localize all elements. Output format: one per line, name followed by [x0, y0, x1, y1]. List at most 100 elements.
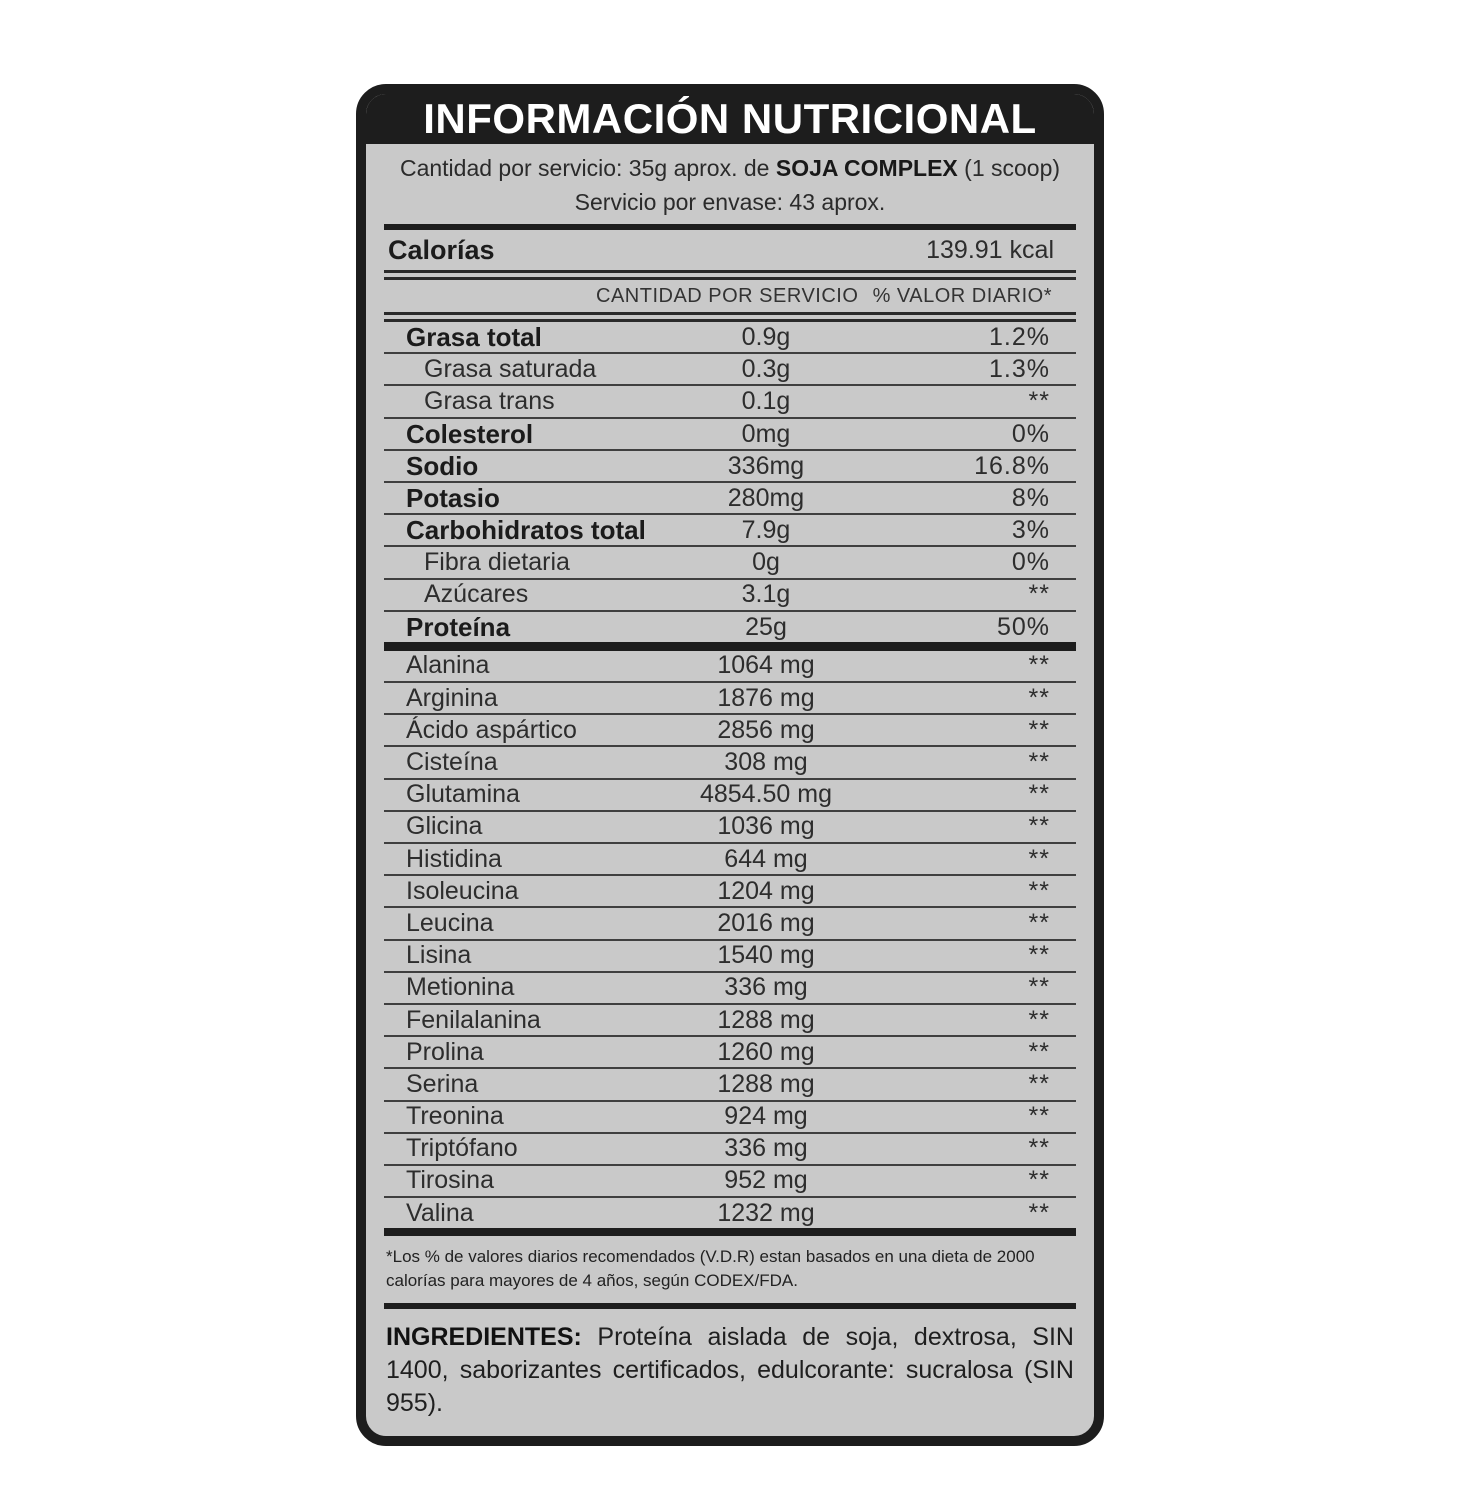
ingredients-text: Proteína aislada de soja, dextrosa, SIN … — [386, 1323, 1074, 1418]
amino-acid-row: Isoleucina 1204 mg ** — [384, 874, 1076, 906]
row-name: Tirosina — [406, 1166, 494, 1195]
amino-acid-row: Arginina 1876 mg ** — [384, 681, 1076, 713]
serving-size-line: Cantidad por servicio: 35g aprox. de SOJ… — [366, 151, 1094, 185]
row-amount: 4854.50 mg — [699, 780, 833, 809]
row-amount: 0g — [752, 547, 780, 576]
row-name: Grasa trans — [424, 386, 555, 415]
ingredients-paragraph: INGREDIENTES: Proteína aislada de soja, … — [384, 1309, 1076, 1436]
nutrient-row: Colesterol 0mg 0% — [384, 416, 1076, 449]
row-amount: 952 mg — [724, 1166, 808, 1195]
row-amount: 3.1g — [741, 580, 791, 609]
product-name: SOJA COMPLEX — [775, 155, 958, 181]
row-name: Isoleucina — [406, 876, 519, 905]
row-name: Potasio — [406, 482, 500, 513]
nutrients-table: Grasa total 0.9g 1.2% Grasa saturada 0.3… — [384, 322, 1076, 642]
row-daily-value: ** — [1028, 973, 1050, 1002]
amino-acid-row: Lisina 1540 mg ** — [384, 938, 1076, 971]
amino-acid-row: Fenilalanina 1288 mg ** — [384, 1002, 1076, 1035]
amino-acid-row: Alanina 1064 mg ** — [384, 651, 1076, 681]
divider-thick — [384, 224, 1076, 230]
row-daily-value: 0% — [1011, 419, 1050, 448]
row-amount: 924 mg — [724, 1102, 808, 1131]
row-daily-value: 1.3% — [989, 354, 1050, 383]
row-name: Triptófano — [406, 1134, 518, 1163]
row-daily-value: ** — [1028, 580, 1050, 609]
row-amount: 308 mg — [724, 748, 808, 777]
row-daily-value: ** — [1028, 941, 1050, 970]
row-daily-value: ** — [1028, 1166, 1050, 1195]
row-daily-value: ** — [1028, 651, 1050, 680]
serving-info: Cantidad por servicio: 35g aprox. de SOJ… — [366, 144, 1094, 224]
nutrient-row: Azúcares 3.1g ** — [384, 577, 1076, 610]
calories-value: 139.91 kcal — [926, 235, 1054, 264]
amino-acid-row: Glutamina 4854.50 mg ** — [384, 777, 1076, 810]
row-daily-value: ** — [1028, 1005, 1050, 1034]
label-header-band: INFORMACIÓN NUTRICIONAL — [366, 94, 1094, 144]
row-name: Fenilalanina — [406, 1005, 541, 1034]
divider-thick — [384, 1228, 1076, 1237]
row-daily-value: ** — [1028, 1102, 1050, 1131]
column-header-daily-value: % VALOR DIARIO* — [872, 284, 1052, 307]
divider-thick — [384, 1303, 1076, 1310]
daily-value-footnote: *Los % de valores diarios recomendados (… — [386, 1247, 1035, 1291]
column-header-amount: CANTIDAD POR SERVICIO — [596, 284, 859, 307]
row-daily-value: 8% — [1011, 483, 1050, 512]
nutrient-row: Sodio 336mg 16.8% — [384, 448, 1076, 481]
serving-size-prefix: Cantidad por servicio: 35g aprox. de — [399, 155, 776, 181]
row-amount: 1876 mg — [717, 683, 815, 712]
amino-acid-row: Histidina 644 mg ** — [384, 842, 1076, 874]
row-amount: 644 mg — [724, 844, 808, 873]
row-amount: 0.3g — [741, 354, 791, 383]
row-name: Glutamina — [406, 780, 520, 809]
row-name: Treonina — [406, 1102, 504, 1131]
row-daily-value: ** — [1028, 876, 1050, 905]
amino-acid-row: Cisteína 308 mg ** — [384, 745, 1076, 777]
row-name: Carbohidratos total — [406, 515, 646, 546]
row-amount: 2016 mg — [717, 908, 815, 937]
row-daily-value: ** — [1028, 1134, 1050, 1163]
row-name: Lisina — [406, 941, 472, 970]
row-name: Grasa total — [406, 322, 542, 352]
row-name: Cisteína — [406, 748, 498, 777]
nutrient-row: Fibra dietaria 0g 0% — [384, 545, 1076, 577]
row-name: Valina — [406, 1198, 474, 1227]
ingredients-title: INGREDIENTES: — [386, 1323, 582, 1352]
amino-acid-row: Glicina 1036 mg ** — [384, 809, 1076, 842]
nutrient-row: Grasa saturada 0.3g 1.3% — [384, 352, 1076, 384]
servings-per-container: Servicio por envase: 43 aprox. — [574, 189, 886, 215]
calories-row: Calorías 139.91 kcal — [384, 230, 1076, 270]
row-amount: 2856 mg — [717, 715, 815, 744]
row-name: Metionina — [406, 973, 515, 1002]
row-amount: 1232 mg — [717, 1198, 815, 1227]
row-daily-value: ** — [1028, 844, 1050, 873]
row-daily-value: ** — [1028, 683, 1050, 712]
row-name: Grasa saturada — [424, 354, 597, 383]
amino-acid-row: Treonina 924 mg ** — [384, 1099, 1076, 1132]
row-amount: 1288 mg — [717, 1005, 815, 1034]
amino-acids-table: Alanina 1064 mg ** Arginina 1876 mg ** Á… — [384, 651, 1076, 1228]
row-amount: 1036 mg — [717, 812, 815, 841]
nutrient-row: Grasa total 0.9g 1.2% — [384, 322, 1076, 352]
row-daily-value: 3% — [1011, 516, 1050, 545]
row-amount: 25g — [745, 612, 787, 641]
row-amount: 1540 mg — [717, 941, 815, 970]
row-daily-value: 16.8% — [974, 451, 1050, 480]
row-daily-value: 0% — [1011, 547, 1050, 576]
row-name: Prolina — [406, 1037, 484, 1066]
row-name: Azúcares — [424, 580, 529, 609]
row-amount: 1260 mg — [717, 1037, 815, 1066]
row-amount: 1204 mg — [717, 876, 815, 905]
divider-double — [384, 270, 1076, 280]
divider-thick — [384, 641, 1076, 651]
row-name: Histidina — [406, 844, 502, 873]
row-amount: 336 mg — [724, 973, 808, 1002]
row-daily-value: ** — [1028, 1198, 1050, 1227]
serving-size-suffix: (1 scoop) — [957, 155, 1061, 181]
nutrient-row: Grasa trans 0.1g ** — [384, 384, 1076, 416]
row-name: Proteína — [406, 611, 511, 642]
row-amount: 1288 mg — [717, 1069, 815, 1098]
row-amount: 0mg — [741, 419, 791, 448]
column-headers: CANTIDAD POR SERVICIO % VALOR DIARIO* — [384, 280, 1076, 312]
row-daily-value: 50% — [996, 612, 1050, 641]
amino-acid-row: Leucina 2016 mg ** — [384, 906, 1076, 938]
